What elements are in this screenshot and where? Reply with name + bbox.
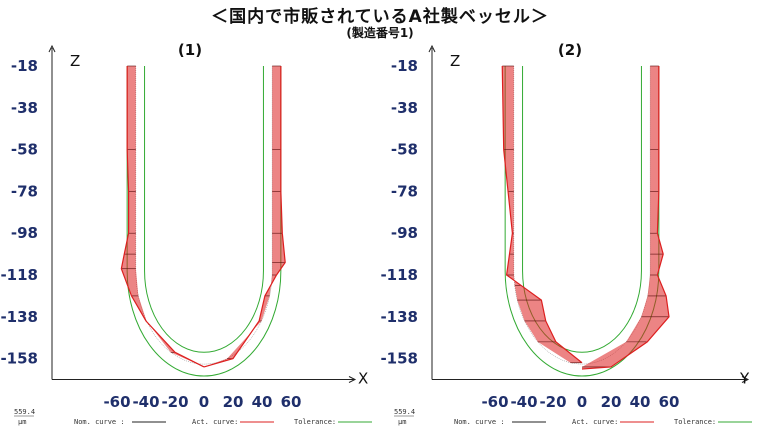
x-tick-label: 40 [630, 393, 651, 411]
actual-curve-right [203, 66, 286, 368]
x-tick-label: 40 [252, 393, 273, 411]
x-tick-label: 20 [223, 393, 244, 411]
y-tick-label: -118 [0, 266, 38, 284]
y-tick-label: -18 [391, 57, 418, 75]
x-axis-arrow [348, 376, 357, 383]
y-tick-label: -78 [11, 182, 38, 200]
y-tick-label: -78 [391, 182, 418, 200]
panel-title: (2) [558, 41, 582, 59]
y-tick-label: -118 [380, 266, 418, 284]
scale-value: 559.4 [14, 408, 35, 416]
scale-unit: μm [18, 418, 26, 426]
scale-value: 559.4 [394, 408, 415, 416]
x-tick-label: 60 [281, 393, 302, 411]
x-tick-label: 60 [659, 393, 680, 411]
x-axis-label: Y [739, 370, 750, 388]
x-tick-label: -40 [510, 393, 537, 411]
x-tick-label: -20 [539, 393, 566, 411]
actual-curve-left [120, 66, 205, 368]
y-tick-label: -38 [391, 99, 418, 117]
y-axis-label: Z [450, 52, 460, 70]
x-axis-arrow [741, 376, 750, 383]
legend-tolerance-label: Tolerance: [294, 418, 336, 426]
nominal-curve [513, 66, 651, 365]
x-axis-label: X [358, 370, 368, 388]
y-tick-label: -158 [0, 350, 38, 368]
legend-actual-label: Act. curve: [192, 418, 238, 426]
x-tick-label: -40 [132, 393, 159, 411]
x-tick-label: -20 [161, 393, 188, 411]
tolerance-outer-curve [126, 66, 282, 377]
y-axis-label: Z [70, 52, 80, 70]
y-tick-label: -18 [11, 57, 38, 75]
x-tick-label: -60 [103, 393, 130, 411]
page-subtitle: (製造番号1) [346, 26, 414, 40]
actual-deviation-band [121, 66, 204, 367]
actual-deviation-band [204, 66, 286, 367]
legend-tolerance-label: Tolerance: [674, 418, 716, 426]
x-tick-label: -60 [481, 393, 508, 411]
y-tick-label: -58 [11, 141, 38, 159]
page-title: ＜国内で市販されているA社製ベッセル＞ [211, 7, 549, 27]
chart-panel-2: (2) Z Y -18 -38 -58 -78 -98 -118 -138 -158 -60 -40 -2… [380, 41, 752, 426]
scale-unit: μm [398, 418, 406, 426]
legend-nominal-label: Nom. curve : [454, 418, 505, 426]
y-tick-label: -138 [380, 308, 418, 326]
x-tick-label: 0 [199, 393, 209, 411]
actual-curve-right [581, 66, 670, 370]
y-tick-label: -98 [11, 224, 38, 242]
y-tick-label: -98 [391, 224, 418, 242]
panel-title: (1) [178, 41, 202, 59]
y-tick-label: -138 [0, 308, 38, 326]
actual-deviation-band [502, 66, 582, 363]
chart-panel-1: (1) Z X -18 -38 -58 -78 -98 -118 -138 -158 -60 -40 -2… [0, 41, 372, 426]
x-tick-label: 0 [577, 393, 587, 411]
actual-curve-left [501, 65, 583, 364]
tolerance-inner-curve [144, 66, 264, 353]
y-tick-label: -38 [11, 99, 38, 117]
legend-actual-label: Act. curve: [572, 418, 618, 426]
y-axis-arrow [428, 44, 436, 53]
x-tick-label: 20 [601, 393, 622, 411]
actual-deviation-band [582, 66, 669, 370]
y-tick-label: -158 [380, 350, 418, 368]
y-axis-arrow [48, 44, 56, 53]
legend-nominal-label: Nom. curve : [74, 418, 125, 426]
y-tick-label: -58 [391, 141, 418, 159]
